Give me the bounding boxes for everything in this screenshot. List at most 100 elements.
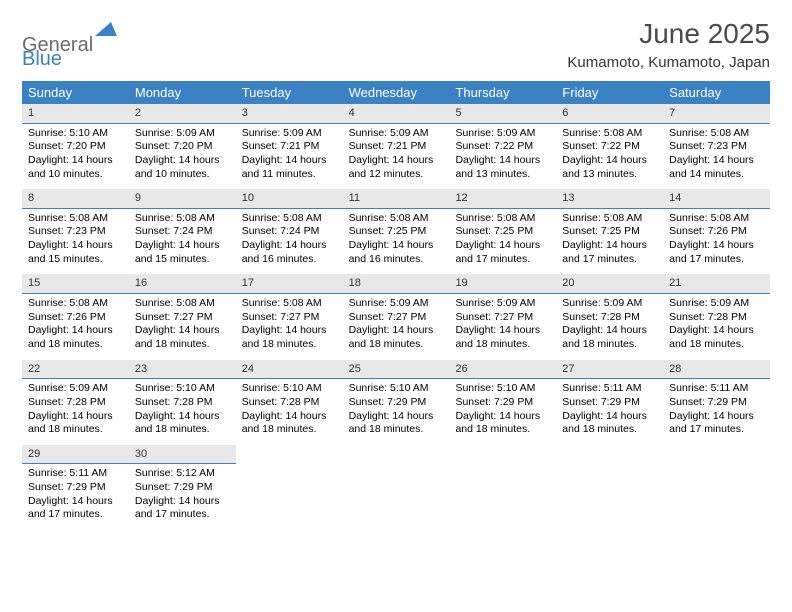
day-details: Sunrise: 5:09 AMSunset: 7:27 PMDaylight:…: [343, 294, 450, 360]
weekday-header: Friday: [556, 81, 663, 104]
sunrise-text: Sunrise: 5:10 AM: [349, 382, 444, 396]
sunrise-text: Sunrise: 5:09 AM: [455, 297, 550, 311]
sunrise-text: Sunrise: 5:08 AM: [349, 212, 444, 226]
day-number-bar: 4: [343, 104, 450, 124]
day-details: Sunrise: 5:08 AMSunset: 7:23 PMDaylight:…: [663, 124, 770, 190]
calendar-row: 22 Sunrise: 5:09 AMSunset: 7:28 PMDayligh…: [22, 360, 770, 445]
sunset-text: Sunset: 7:27 PM: [349, 311, 444, 325]
sunrise-text: Sunrise: 5:08 AM: [562, 212, 657, 226]
calendar-cell: 13 Sunrise: 5:08 AMSunset: 7:25 PMDayligh…: [556, 189, 663, 274]
day-number: 8: [28, 192, 34, 204]
day-number-bar: 21: [663, 274, 770, 294]
day-number-bar: 26: [449, 360, 556, 380]
day-details: Sunrise: 5:10 AMSunset: 7:20 PMDaylight:…: [22, 124, 129, 190]
calendar-cell: 21Sunrise: 5:09 AMSunset: 7:28 PMDayligh…: [663, 274, 770, 359]
daylight-text: Daylight: 14 hours and 18 minutes.: [28, 410, 123, 437]
day-number: 11: [349, 192, 360, 204]
sunset-text: Sunset: 7:27 PM: [242, 311, 337, 325]
day-details: Sunrise: 5:09 AMSunset: 7:28 PMDaylight:…: [22, 379, 129, 445]
day-number-bar: 18: [343, 274, 450, 294]
day-number-bar: 28: [663, 360, 770, 380]
day-number: 15: [28, 277, 40, 289]
day-details: Sunrise: 5:08 AMSunset: 7:27 PMDaylight:…: [129, 294, 236, 360]
calendar-body: 1Sunrise: 5:10 AMSunset: 7:20 PMDaylight…: [22, 104, 770, 530]
day-number: 2: [135, 107, 141, 119]
sunset-text: Sunset: 7:22 PM: [562, 140, 657, 154]
logo-word2: Blue: [22, 48, 62, 70]
day-number-bar: 30: [129, 445, 236, 465]
sunrise-text: Sunrise: 5:08 AM: [135, 297, 230, 311]
sunset-text: Sunset: 7:21 PM: [349, 140, 444, 154]
day-details: Sunrise: 5:08 AMSunset: 7:24 PMDaylight:…: [129, 209, 236, 275]
sunrise-text: Sunrise: 5:09 AM: [455, 127, 550, 141]
day-number-bar: 10: [236, 189, 343, 209]
calendar-cell: [556, 445, 663, 530]
sunset-text: Sunset: 7:22 PM: [455, 140, 550, 154]
day-number-bar: 24: [236, 360, 343, 380]
day-details: Sunrise: 5:08 AMSunset: 7:25 PMDaylight:…: [556, 209, 663, 275]
sunset-text: Sunset: 7:23 PM: [669, 140, 764, 154]
daylight-text: Daylight: 14 hours and 10 minutes.: [135, 154, 230, 181]
calendar-cell: 11 Sunrise: 5:08 AMSunset: 7:25 PMDayligh…: [343, 189, 450, 274]
day-number-bar: 12: [449, 189, 556, 209]
weekday-header: Monday: [129, 81, 236, 104]
daylight-text: Daylight: 14 hours and 18 minutes.: [135, 410, 230, 437]
day-number-bar: 23: [129, 360, 236, 380]
sunset-text: Sunset: 7:28 PM: [28, 396, 123, 410]
sunset-text: Sunset: 7:27 PM: [135, 311, 230, 325]
calendar: Sunday Monday Tuesday Wednesday Thursday…: [22, 81, 770, 530]
calendar-cell: 30Sunrise: 5:12 AMSunset: 7:29 PMDayligh…: [129, 445, 236, 530]
daylight-text: Daylight: 14 hours and 16 minutes.: [349, 239, 444, 266]
sunset-text: Sunset: 7:28 PM: [242, 396, 337, 410]
calendar-cell: 28Sunrise: 5:11 AMSunset: 7:29 PMDayligh…: [663, 360, 770, 445]
day-details: Sunrise: 5:10 AMSunset: 7:28 PMDaylight:…: [236, 379, 343, 445]
sunset-text: Sunset: 7:20 PM: [135, 140, 230, 154]
sunrise-text: Sunrise: 5:08 AM: [669, 127, 764, 141]
day-number: 22: [28, 363, 40, 375]
sunset-text: Sunset: 7:26 PM: [669, 225, 764, 239]
calendar-cell: 8Sunrise: 5:08 AMSunset: 7:23 PMDaylight…: [22, 189, 129, 274]
weekday-header: Wednesday: [343, 81, 450, 104]
day-number: 13: [562, 192, 574, 204]
calendar-cell: 22 Sunrise: 5:09 AMSunset: 7:28 PMDayligh…: [22, 360, 129, 445]
day-details: Sunrise: 5:09 AMSunset: 7:22 PMDaylight:…: [449, 124, 556, 190]
header: General Blue June 2025 Kumamoto, Kumamot…: [22, 18, 770, 71]
sunrise-text: Sunrise: 5:09 AM: [135, 127, 230, 141]
sunset-text: Sunset: 7:29 PM: [135, 481, 230, 495]
daylight-text: Daylight: 14 hours and 18 minutes.: [349, 324, 444, 351]
sunrise-text: Sunrise: 5:09 AM: [562, 297, 657, 311]
day-details: Sunrise: 5:09 AMSunset: 7:27 PMDaylight:…: [449, 294, 556, 360]
sunrise-text: Sunrise: 5:11 AM: [28, 467, 123, 481]
daylight-text: Daylight: 14 hours and 17 minutes.: [455, 239, 550, 266]
day-number: 7: [669, 107, 675, 119]
day-number-bar: 11: [343, 189, 450, 209]
day-details: Sunrise: 5:08 AMSunset: 7:26 PMDaylight:…: [663, 209, 770, 275]
day-number: 16: [135, 277, 147, 289]
sunrise-text: Sunrise: 5:10 AM: [28, 127, 123, 141]
day-number: 21: [669, 277, 681, 289]
day-number: 1: [28, 107, 34, 119]
calendar-cell: [343, 445, 450, 530]
calendar-row: 29Sunrise: 5:11 AMSunset: 7:29 PMDayligh…: [22, 445, 770, 530]
sunrise-text: Sunrise: 5:08 AM: [135, 212, 230, 226]
calendar-cell: 10Sunrise: 5:08 AMSunset: 7:24 PMDayligh…: [236, 189, 343, 274]
sunrise-text: Sunrise: 5:08 AM: [455, 212, 550, 226]
day-details: Sunrise: 5:09 AMSunset: 7:21 PMDaylight:…: [343, 124, 450, 190]
daylight-text: Daylight: 14 hours and 18 minutes.: [455, 410, 550, 437]
calendar-cell: [449, 445, 556, 530]
day-details: Sunrise: 5:08 AMSunset: 7:25 PMDaylight:…: [449, 209, 556, 275]
day-number: 10: [242, 192, 254, 204]
day-details: Sunrise: 5:11 AMSunset: 7:29 PMDaylight:…: [22, 464, 129, 530]
title-block: June 2025 Kumamoto, Kumamoto, Japan: [567, 18, 770, 71]
day-number-bar: 2: [129, 104, 236, 124]
day-number-bar: 7: [663, 104, 770, 124]
calendar-cell: 12Sunrise: 5:08 AMSunset: 7:25 PMDayligh…: [449, 189, 556, 274]
calendar-cell: 2 Sunrise: 5:09 AMSunset: 7:20 PMDaylight…: [129, 104, 236, 189]
sunrise-text: Sunrise: 5:08 AM: [242, 297, 337, 311]
sunrise-text: Sunrise: 5:09 AM: [669, 297, 764, 311]
day-details: Sunrise: 5:10 AMSunset: 7:28 PMDaylight:…: [129, 379, 236, 445]
day-number-bar: 5: [449, 104, 556, 124]
day-number-bar: 27: [556, 360, 663, 380]
calendar-cell: 26Sunrise: 5:10 AMSunset: 7:29 PMDayligh…: [449, 360, 556, 445]
sunset-text: Sunset: 7:25 PM: [349, 225, 444, 239]
